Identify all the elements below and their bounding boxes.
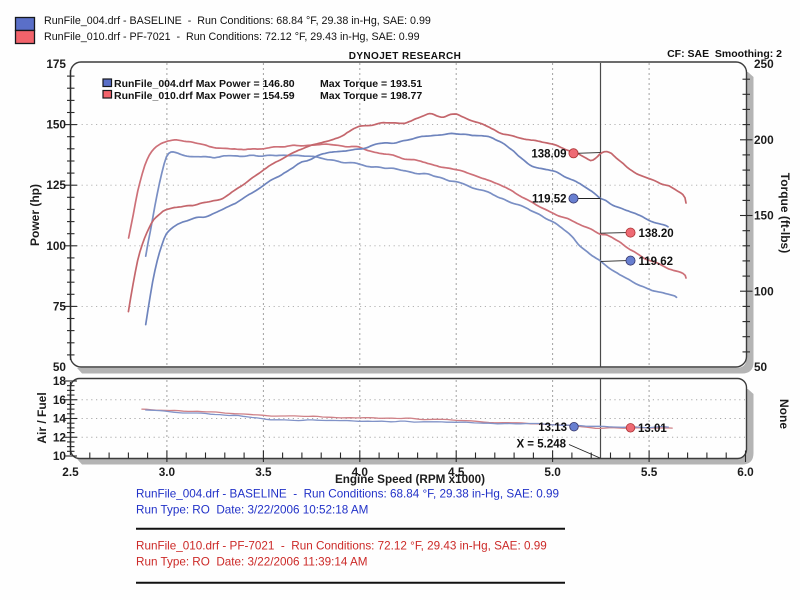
svg-text:X = 5.248: X = 5.248 [516,439,566,451]
svg-text:16: 16 [53,393,67,407]
svg-text:75: 75 [53,299,67,313]
svg-text:200: 200 [754,133,774,147]
svg-text:175: 175 [46,57,66,71]
svg-text:RunFile_010.drf - PF-7021 -: RunFile_010.drf - PF-7021 - Run Conditio… [136,540,547,553]
svg-text:RunFile_004.drf Max Power = 14: RunFile_004.drf Max Power = 146.80 [114,78,295,90]
svg-text:Run Type: RO Date: 3/22/2006: Run Type: RO Date: 3/22/2006 11:39:14 AM [136,556,368,569]
svg-text:RunFile_004.drf - BASELINE -: RunFile_004.drf - BASELINE - Run Conditi… [44,15,431,27]
svg-text:3.0: 3.0 [159,465,176,479]
svg-text:13.13: 13.13 [538,422,567,434]
svg-text:RunFile_010.drf Max Power = 15: RunFile_010.drf Max Power = 154.59 [114,90,295,102]
svg-text:5.5: 5.5 [641,465,658,479]
svg-text:10: 10 [53,449,67,463]
svg-text:4.5: 4.5 [448,465,465,479]
svg-text:138.20: 138.20 [639,228,674,240]
svg-text:None: None [777,399,791,429]
svg-text:150: 150 [46,118,66,132]
svg-text:12: 12 [53,430,67,444]
svg-text:119.52: 119.52 [532,194,567,206]
svg-text:50: 50 [754,360,768,374]
svg-text:4.0: 4.0 [352,465,369,479]
svg-text:125: 125 [46,178,66,192]
svg-text:CF: SAE Smoothing: 2: CF: SAE Smoothing: 2 [667,48,782,60]
svg-text:3.5: 3.5 [255,465,272,479]
svg-text:Engine Speed (RPM x1000): Engine Speed (RPM x1000) [335,473,485,486]
svg-text:2.5: 2.5 [62,465,79,479]
svg-text:RunFile_004.drf - BASELINE -: RunFile_004.drf - BASELINE - Run Conditi… [136,488,559,501]
svg-text:5.0: 5.0 [544,465,561,479]
svg-text:RunFile_010.drf - PF-7021 -: RunFile_010.drf - PF-7021 - Run Conditio… [44,31,420,43]
svg-text:150: 150 [754,209,774,223]
svg-text:18: 18 [53,374,67,388]
svg-text:Air / Fuel: Air / Fuel [35,392,49,443]
svg-text:100: 100 [754,284,774,298]
svg-text:14: 14 [53,412,67,426]
svg-text:DYNOJET RESEARCH: DYNOJET RESEARCH [349,51,462,62]
svg-text:250: 250 [754,57,774,71]
svg-text:13.01: 13.01 [638,423,667,435]
svg-text:Max Torque = 198.77: Max Torque = 198.77 [320,90,422,102]
svg-text:Power (hp): Power (hp) [28,184,42,246]
svg-text:50: 50 [53,360,67,374]
svg-text:138.09: 138.09 [531,149,566,161]
svg-text:6.0: 6.0 [737,465,754,479]
svg-text:100: 100 [46,239,66,253]
svg-text:Max Torque = 193.51: Max Torque = 193.51 [320,78,422,90]
svg-text:119.62: 119.62 [639,256,674,268]
svg-text:Run Type: RO Date: 3/22/2006: Run Type: RO Date: 3/22/2006 10:52:18 AM [136,504,368,517]
svg-text:Torque (ft-lbs): Torque (ft-lbs) [778,173,792,253]
